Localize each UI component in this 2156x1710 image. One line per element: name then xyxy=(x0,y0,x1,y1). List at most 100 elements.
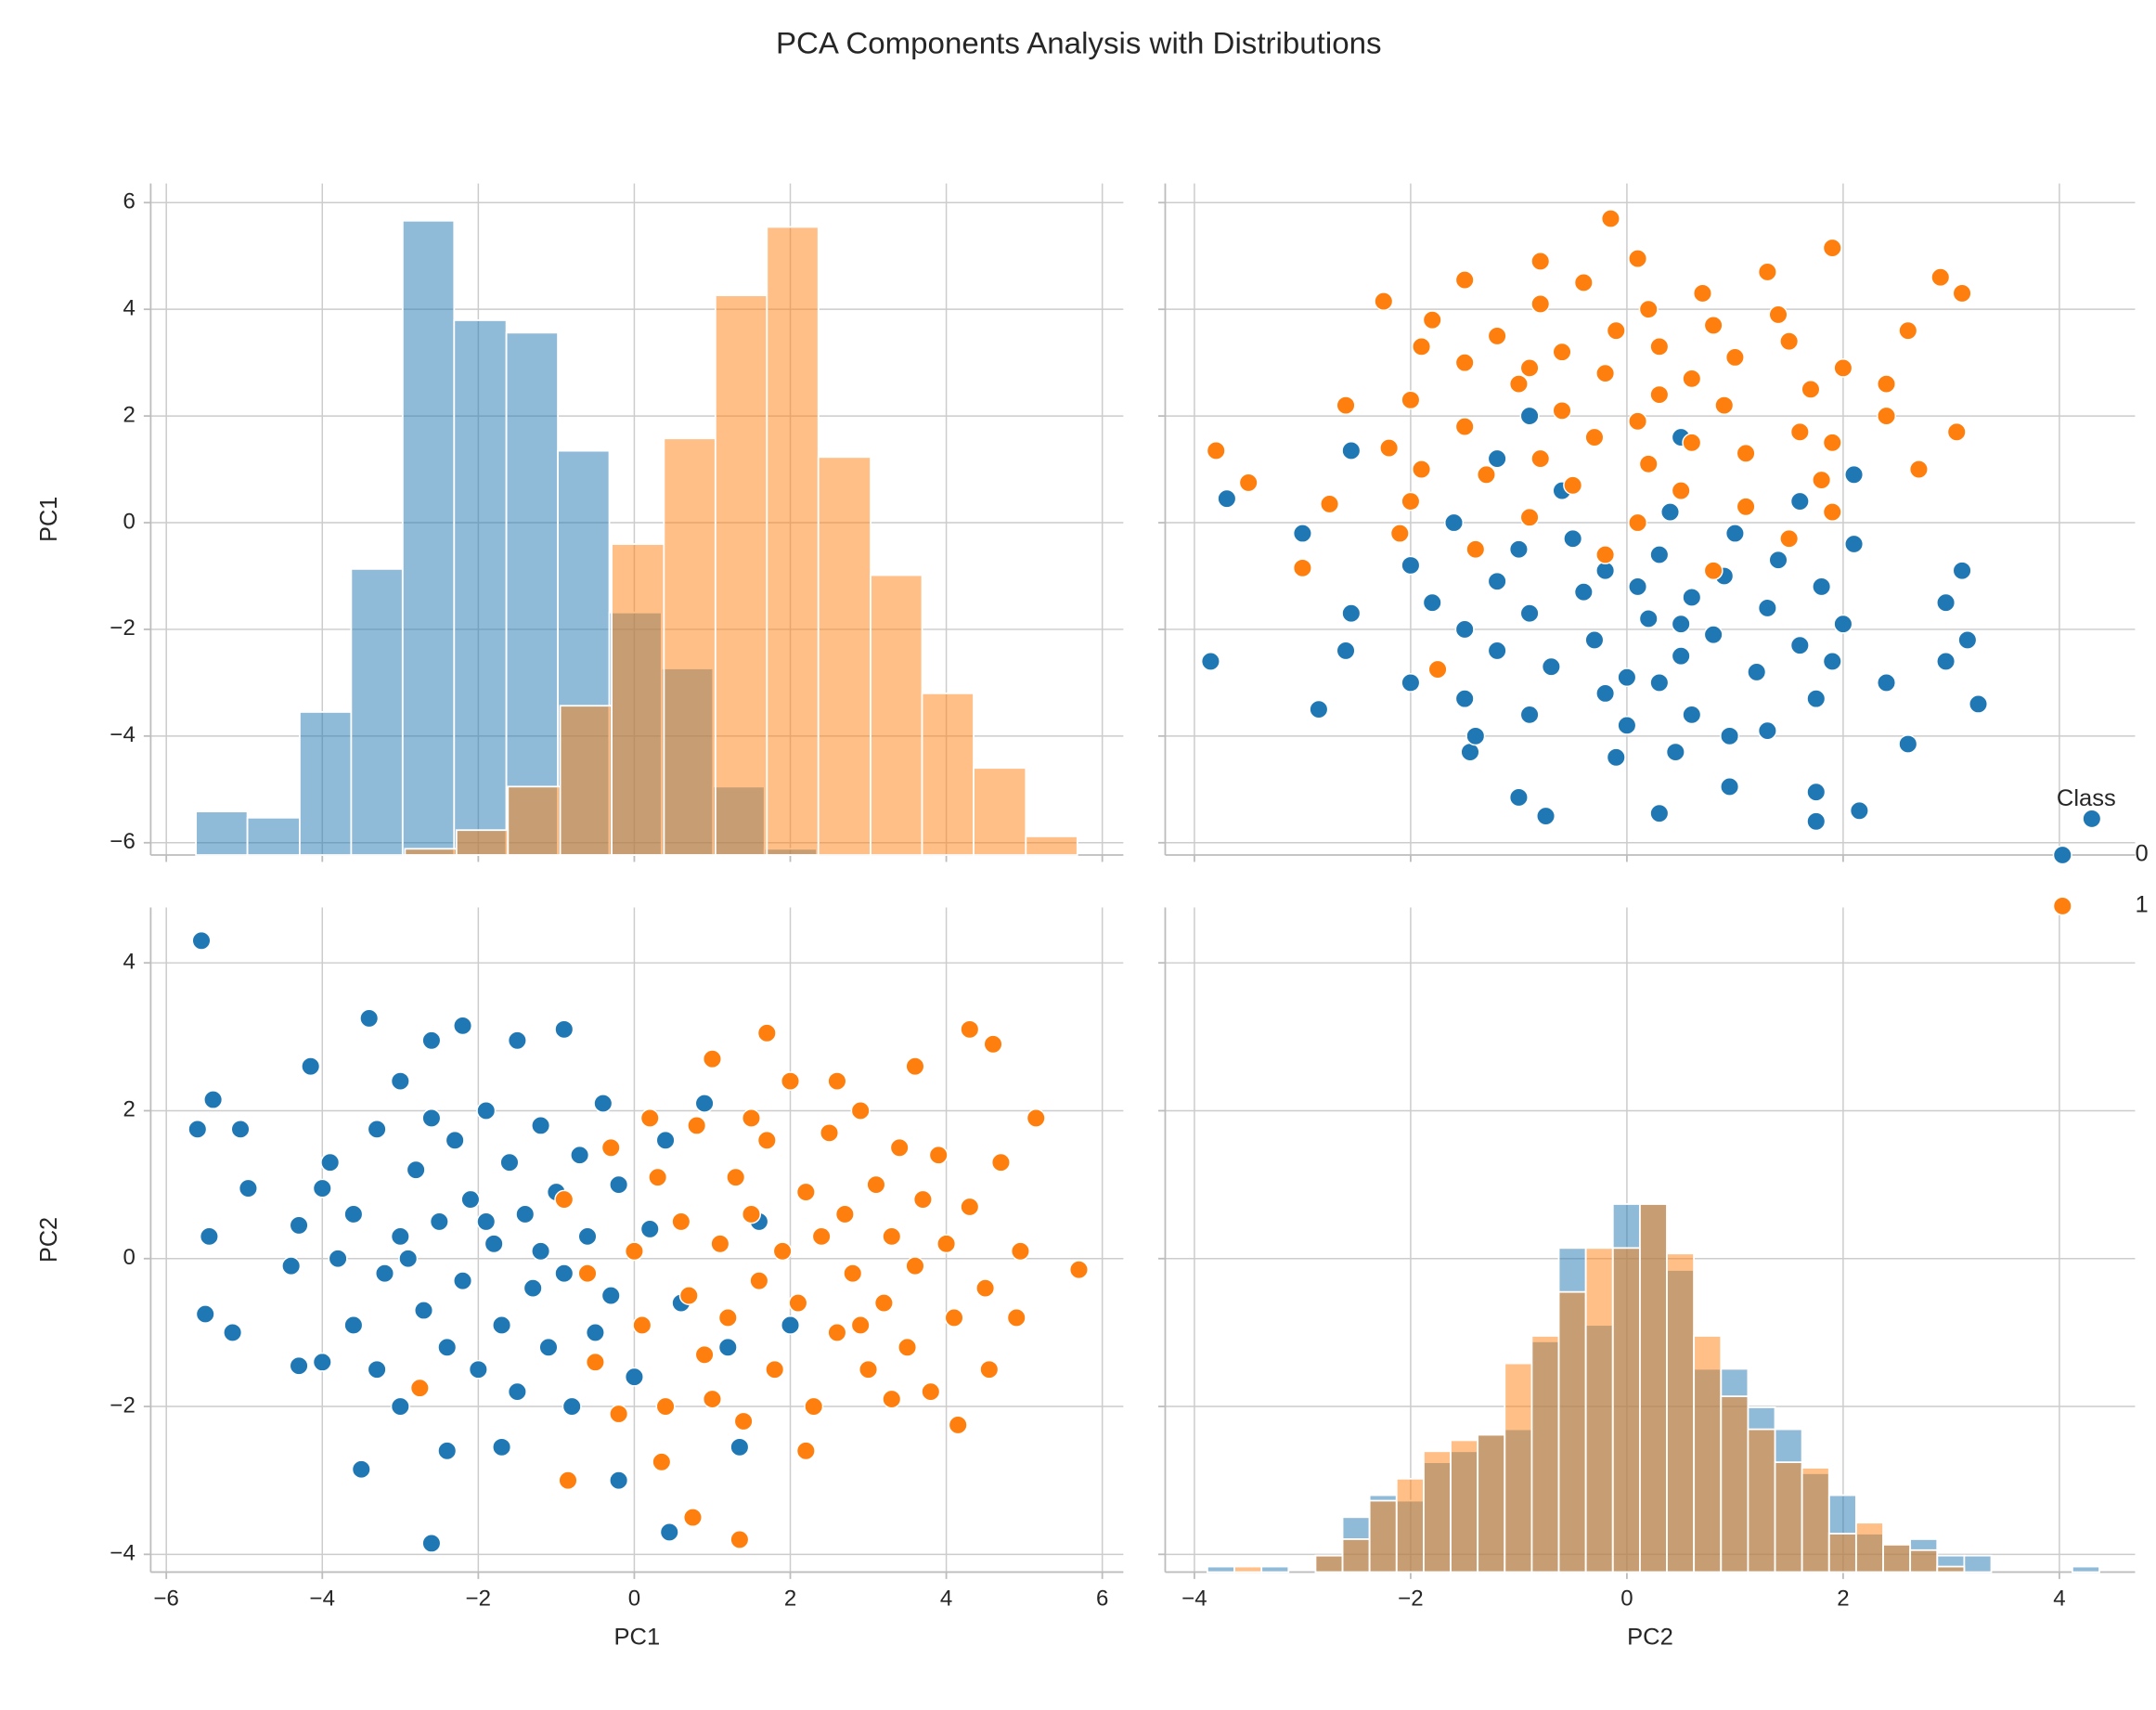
histogram-bar xyxy=(1395,1477,1425,1574)
scatter-point xyxy=(780,1071,801,1092)
histogram-bar xyxy=(714,294,768,856)
scatter-point xyxy=(1757,720,1777,741)
scatter-point xyxy=(1519,357,1540,378)
histogram-bar xyxy=(1827,1533,1857,1574)
scatter-point xyxy=(492,1437,512,1457)
histogram-bar xyxy=(1341,1538,1371,1574)
histogram-bar xyxy=(1530,1335,1560,1574)
scatter-point xyxy=(1703,316,1724,335)
scatter-point xyxy=(289,1355,309,1376)
scatter-point xyxy=(905,1256,925,1276)
histogram-bar xyxy=(663,437,717,856)
scatter-point xyxy=(1536,806,1556,826)
scatter-point xyxy=(1692,283,1712,304)
scatter-point xyxy=(1573,273,1594,292)
scatter-point xyxy=(921,1381,941,1402)
scatter-point xyxy=(437,1337,458,1357)
x-tick-label: −4 xyxy=(1181,1587,1207,1612)
scatter-point xyxy=(1530,294,1551,314)
histogram-bar xyxy=(1450,1439,1479,1574)
scatter-point xyxy=(897,1337,918,1357)
histogram-bar xyxy=(870,574,923,856)
scatter-point xyxy=(1952,561,1972,581)
scatter-point xyxy=(554,1263,575,1284)
scatter-point xyxy=(1806,689,1827,709)
scatter-point xyxy=(1747,662,1767,682)
scatter-point xyxy=(702,1049,722,1069)
scatter-point xyxy=(195,1304,215,1324)
scatter-point xyxy=(882,1389,902,1409)
scatter-point xyxy=(554,1189,575,1210)
scatter-point xyxy=(850,1315,871,1335)
histogram-bar xyxy=(1720,1395,1749,1574)
y-tick-label: −4 xyxy=(110,722,135,747)
scatter-point xyxy=(577,1263,598,1284)
scatter-point xyxy=(1833,614,1853,634)
scatter-point xyxy=(1606,320,1626,341)
scatter-point xyxy=(1600,209,1620,228)
scatter-point xyxy=(492,1315,512,1335)
scatter-point xyxy=(320,1152,341,1172)
scatter-point xyxy=(1649,673,1670,693)
scatter-point xyxy=(983,1034,1003,1055)
histogram-bar xyxy=(350,567,404,856)
scatter-point xyxy=(1638,609,1659,628)
histogram-bar xyxy=(1666,1252,1696,1574)
x-tick-label: 2 xyxy=(784,1587,796,1612)
scatter-point xyxy=(756,1023,777,1043)
scatter-point xyxy=(1812,470,1832,490)
scatter-point xyxy=(1768,550,1788,570)
histogram-bar xyxy=(1693,1335,1723,1574)
scatter-point xyxy=(523,1278,543,1299)
histogram-bar xyxy=(611,543,665,856)
scatter-point xyxy=(687,1116,707,1135)
scatter-point xyxy=(1427,659,1448,680)
scatter-point xyxy=(655,1130,676,1150)
scatter-point xyxy=(1649,384,1670,405)
histogram-bar xyxy=(1504,1362,1533,1574)
scatter-point xyxy=(717,1337,738,1357)
scatter-point xyxy=(1946,421,1967,442)
scatter-point xyxy=(1422,310,1442,330)
scatter-point xyxy=(1801,379,1821,399)
histogram-bar xyxy=(1477,1433,1506,1574)
scatter-point xyxy=(1454,417,1475,436)
scatter-point xyxy=(437,1441,458,1461)
scatter-point xyxy=(1682,705,1702,725)
scatter-point xyxy=(1320,494,1340,514)
y-tick-label: 0 xyxy=(123,1245,135,1270)
scatter-point xyxy=(729,1530,750,1549)
histogram-bar xyxy=(1774,1461,1803,1574)
scatter-point xyxy=(499,1152,520,1172)
scatter-point xyxy=(682,1508,703,1527)
scatter-point xyxy=(1736,497,1756,517)
scatter-point xyxy=(421,1108,442,1128)
y-tick-label: 4 xyxy=(123,950,135,975)
scatter-point xyxy=(1833,357,1853,378)
scatter-point xyxy=(1876,406,1897,426)
scatter-point xyxy=(1454,353,1475,373)
scatter-point xyxy=(531,1116,551,1135)
scatter-point xyxy=(1898,734,1918,754)
chart-title: PCA Components Analysis with Distributio… xyxy=(776,26,1382,60)
scatter-point xyxy=(1519,705,1540,725)
scatter-point xyxy=(1519,406,1540,426)
histogram-bar xyxy=(1882,1543,1912,1574)
scatter-point xyxy=(979,1359,1000,1380)
scatter-point xyxy=(223,1323,243,1342)
histogram-bar xyxy=(505,331,559,856)
scatter-point xyxy=(1454,270,1475,290)
scatter-point xyxy=(912,1189,933,1210)
scatter-point xyxy=(1206,441,1226,460)
scatter-point xyxy=(944,1308,964,1328)
scatter-point xyxy=(960,1197,980,1217)
scatter-point xyxy=(948,1415,968,1435)
scatter-point xyxy=(351,1459,371,1480)
scatter-point xyxy=(1682,588,1702,607)
scatter-point xyxy=(1952,283,1972,304)
scatter-point xyxy=(230,1119,251,1139)
scatter-point xyxy=(1200,652,1220,671)
histogram-bar xyxy=(1584,1247,1614,1574)
y-tick-label: −2 xyxy=(110,615,135,641)
scatter-point xyxy=(772,1241,793,1262)
